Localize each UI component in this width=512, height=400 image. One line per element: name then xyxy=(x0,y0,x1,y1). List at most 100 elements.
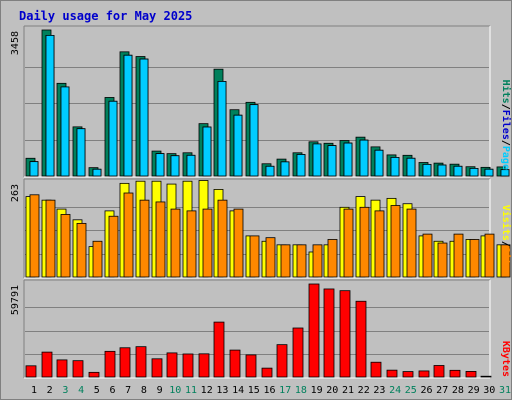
bar-kbytes-day-22 xyxy=(355,300,367,378)
x-tick-label-day-24: 24 xyxy=(389,385,401,396)
legend-item-kbytes: KBytes xyxy=(500,341,511,377)
bar-sites-day-22 xyxy=(359,206,370,278)
x-tick-label-day-31: 31 xyxy=(499,385,511,396)
x-tick-label-day-25: 25 xyxy=(405,385,417,396)
x-tick-label-day-23: 23 xyxy=(373,385,385,396)
x-tick-label-day-20: 20 xyxy=(326,385,338,396)
bar-sites-day-16 xyxy=(265,237,276,278)
x-tick-label-day-9: 9 xyxy=(157,385,163,396)
bar-pages-day-19 xyxy=(312,143,322,177)
bar-pages-day-26 xyxy=(422,163,432,177)
bar-pages-day-20 xyxy=(327,145,337,177)
bar-pages-day-10 xyxy=(170,155,180,177)
bar-kbytes-day-15 xyxy=(245,354,257,378)
x-tick-label-day-4: 4 xyxy=(78,385,84,396)
bar-kbytes-day-2 xyxy=(41,351,53,378)
bar-pages-day-30 xyxy=(484,168,494,177)
bar-pages-day-5 xyxy=(92,168,102,177)
bar-sites-day-4 xyxy=(76,222,87,278)
bar-kbytes-day-21 xyxy=(339,290,351,378)
bar-pages-day-8 xyxy=(139,58,149,177)
bar-kbytes-day-4 xyxy=(72,360,84,378)
legend-separator: / xyxy=(500,241,511,247)
x-tick-label-day-3: 3 xyxy=(62,385,68,396)
bar-pages-day-21 xyxy=(343,142,353,177)
x-tick-label-day-11: 11 xyxy=(185,385,197,396)
bar-kbytes-day-7 xyxy=(119,347,131,378)
bar-sites-day-7 xyxy=(123,192,134,278)
bar-pages-day-11 xyxy=(186,154,196,177)
bar-sites-day-13 xyxy=(217,199,228,278)
bar-kbytes-day-17 xyxy=(276,344,288,378)
x-tick-label-day-15: 15 xyxy=(248,385,260,396)
legend-kbytes: KBytes xyxy=(500,341,511,377)
bar-pages-day-7 xyxy=(123,54,133,177)
bar-kbytes-day-26 xyxy=(418,370,430,378)
bar-kbytes-day-16 xyxy=(261,367,273,378)
y-max-label: 263 xyxy=(10,184,21,202)
bar-kbytes-day-18 xyxy=(292,327,304,378)
legend-item-files: Files xyxy=(500,110,512,140)
bar-kbytes-day-9 xyxy=(151,358,163,378)
x-tick-label-day-29: 29 xyxy=(468,385,480,396)
bar-sites-day-21 xyxy=(343,208,354,278)
bar-kbytes-day-13 xyxy=(213,321,225,378)
bar-pages-day-25 xyxy=(406,157,416,177)
x-tick-label-day-2: 2 xyxy=(47,385,53,396)
bar-sites-day-15 xyxy=(249,235,260,278)
bar-pages-day-27 xyxy=(437,164,447,177)
bar-kbytes-day-6 xyxy=(104,350,116,378)
bar-sites-day-11 xyxy=(186,210,197,278)
bar-kbytes-day-23 xyxy=(370,361,382,378)
y-max-label: 59791 xyxy=(10,285,21,315)
bar-sites-day-29 xyxy=(469,239,480,278)
x-tick-label-day-21: 21 xyxy=(342,385,354,396)
x-tick-label-day-7: 7 xyxy=(125,385,131,396)
bar-sites-day-20 xyxy=(327,239,338,278)
x-tick-label-day-14: 14 xyxy=(232,385,244,396)
bar-sites-day-19 xyxy=(312,244,323,278)
bar-sites-day-17 xyxy=(280,244,291,278)
x-tick-label-day-27: 27 xyxy=(436,385,448,396)
bar-pages-day-15 xyxy=(249,104,259,177)
x-tick-label-day-17: 17 xyxy=(279,385,291,396)
bar-kbytes-day-24 xyxy=(386,369,398,378)
bar-sites-day-9 xyxy=(155,201,166,278)
bar-sites-day-23 xyxy=(374,210,385,278)
bar-sites-day-6 xyxy=(108,215,119,278)
x-tick-label-day-8: 8 xyxy=(141,385,147,396)
panel-kbytes: 59791 KBytes xyxy=(10,279,511,379)
chart-title: Daily usage for May 2025 xyxy=(19,9,193,23)
bar-kbytes-day-10 xyxy=(166,352,178,378)
legend-sites-visits: Visits/Sites xyxy=(500,205,512,277)
legend-separator: / xyxy=(500,140,511,146)
legend-separator: / xyxy=(500,104,511,110)
bar-pages-day-4 xyxy=(76,128,86,177)
bar-kbytes-day-14 xyxy=(229,349,241,378)
bar-pages-day-12 xyxy=(202,126,212,177)
x-tick-label-day-13: 13 xyxy=(216,385,228,396)
bar-sites-day-5 xyxy=(92,240,103,278)
bar-sites-day-25 xyxy=(406,208,417,278)
bar-sites-day-28 xyxy=(453,233,464,278)
bar-kbytes-day-3 xyxy=(56,359,68,378)
x-tick-label-day-16: 16 xyxy=(263,385,275,396)
bar-sites-day-3 xyxy=(60,214,71,278)
x-tick-label-day-6: 6 xyxy=(109,385,115,396)
bar-kbytes-day-20 xyxy=(323,288,335,378)
bar-sites-day-30 xyxy=(484,233,495,278)
x-tick-label-day-12: 12 xyxy=(201,385,213,396)
bar-sites-day-10 xyxy=(170,208,181,278)
bar-kbytes-day-11 xyxy=(182,353,194,378)
bar-kbytes-day-30 xyxy=(480,375,492,378)
bar-sites-day-31 xyxy=(500,244,511,278)
panel-sites-visits: 263 Visits/Sites xyxy=(10,178,512,279)
bar-sites-day-2 xyxy=(45,199,56,278)
bar-kbytes-day-29 xyxy=(465,371,477,378)
panel-background xyxy=(24,280,490,378)
bar-kbytes-day-12 xyxy=(198,353,210,378)
bar-pages-day-16 xyxy=(265,165,275,177)
bar-pages-day-31 xyxy=(500,169,510,177)
